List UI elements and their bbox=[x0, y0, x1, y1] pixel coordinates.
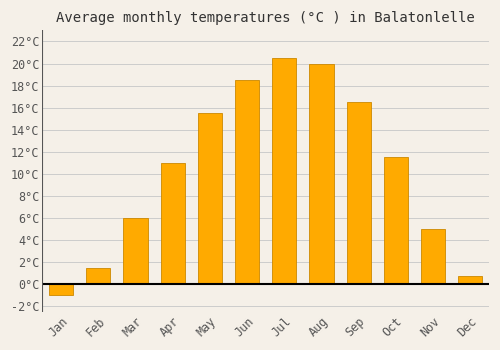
Bar bbox=[235, 80, 259, 284]
Bar bbox=[421, 229, 445, 284]
Bar bbox=[310, 64, 334, 284]
Bar bbox=[160, 163, 184, 284]
Title: Average monthly temperatures (°C ) in Balatonlelle: Average monthly temperatures (°C ) in Ba… bbox=[56, 11, 475, 25]
Bar bbox=[198, 113, 222, 284]
Bar bbox=[124, 218, 148, 284]
Bar bbox=[86, 268, 110, 284]
Bar bbox=[384, 158, 408, 284]
Bar bbox=[346, 102, 371, 284]
Bar bbox=[458, 276, 482, 284]
Bar bbox=[49, 284, 73, 295]
Bar bbox=[272, 58, 296, 284]
